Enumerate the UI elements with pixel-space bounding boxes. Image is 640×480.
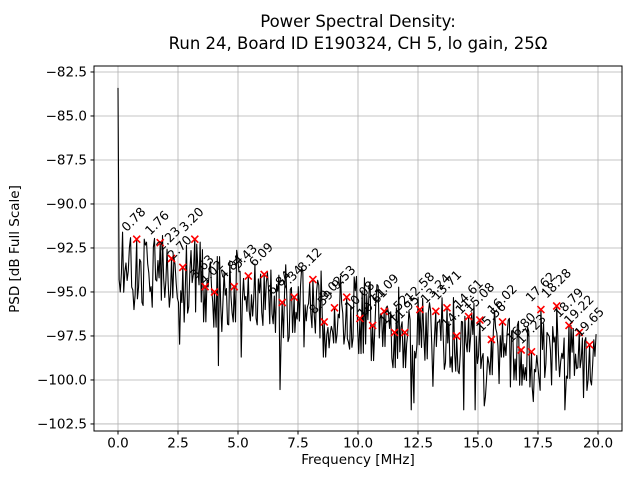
peak-marker: [244, 272, 253, 281]
y-tick-label: −102.5: [37, 416, 87, 432]
peak-marker: [278, 298, 287, 307]
y-tick-label: −97.5: [46, 328, 87, 344]
peak-marker: [342, 293, 351, 302]
peak-marker: [390, 328, 399, 337]
peak-marker: [260, 270, 269, 279]
peak-marker: [308, 275, 317, 284]
peak-marker: [464, 312, 473, 321]
peak-marker: [156, 238, 165, 247]
peak-marker: [475, 316, 484, 325]
y-tick-label: −92.5: [46, 240, 87, 256]
y-tick-label: −100.0: [37, 372, 87, 388]
peak-marker: [167, 254, 176, 263]
x-tick-label: 17.5: [523, 436, 553, 452]
x-axis-label: Frequency [MHz]: [301, 452, 415, 468]
peak-marker: [552, 301, 561, 311]
peak-marker: [452, 331, 461, 341]
y-tick-label: −82.5: [46, 64, 87, 80]
chart-title-line2: Run 24, Board ID E190324, CH 5, lo gain,…: [168, 34, 548, 53]
peak-marker: [290, 293, 299, 302]
peak-marker: [498, 317, 507, 326]
x-tick-label: 20.0: [583, 436, 613, 452]
peak-marker: [415, 305, 424, 314]
psd-trace: [117, 87, 597, 411]
y-tick-label: −85.0: [46, 108, 87, 124]
x-tick-label: 5.0: [227, 436, 248, 452]
peak-marker: [400, 328, 409, 337]
peak-marker: [355, 314, 364, 323]
peak-marker: [575, 328, 584, 337]
peak-marker: [210, 287, 219, 297]
peak-marker: [517, 345, 526, 355]
y-tick-label: −87.5: [46, 152, 87, 168]
peak-marker: [442, 303, 452, 312]
y-tick-label: −90.0: [46, 196, 87, 212]
peak-marker: [585, 340, 594, 349]
x-tick-label: 2.5: [167, 436, 188, 452]
peak-marker: [190, 235, 199, 244]
chart-title-line1: Power Spectral Density:: [260, 12, 456, 31]
peak-marker: [201, 282, 210, 291]
peak-marker: [368, 321, 377, 330]
peak-marker: [380, 307, 389, 316]
y-tick-label: −95.0: [46, 284, 87, 300]
x-tick-label: 0.0: [107, 436, 128, 452]
x-tick-label: 12.5: [403, 436, 433, 452]
peak-annotation: 3.20: [176, 204, 206, 234]
peak-marker: [431, 307, 440, 316]
peak-marker: [527, 347, 536, 356]
peak-marker: [132, 235, 141, 244]
peak-marker: [178, 263, 187, 272]
peak-marker: [320, 317, 329, 326]
x-tick-label: 10.0: [343, 436, 373, 452]
peak-marker: [536, 305, 545, 314]
peak-marker: [330, 303, 339, 312]
x-tick-label: 7.5: [287, 436, 308, 452]
peak-marker: [487, 335, 496, 344]
peak-marker: [230, 282, 239, 291]
peak-marker: [564, 321, 574, 330]
x-tick-label: 15.0: [463, 436, 493, 452]
